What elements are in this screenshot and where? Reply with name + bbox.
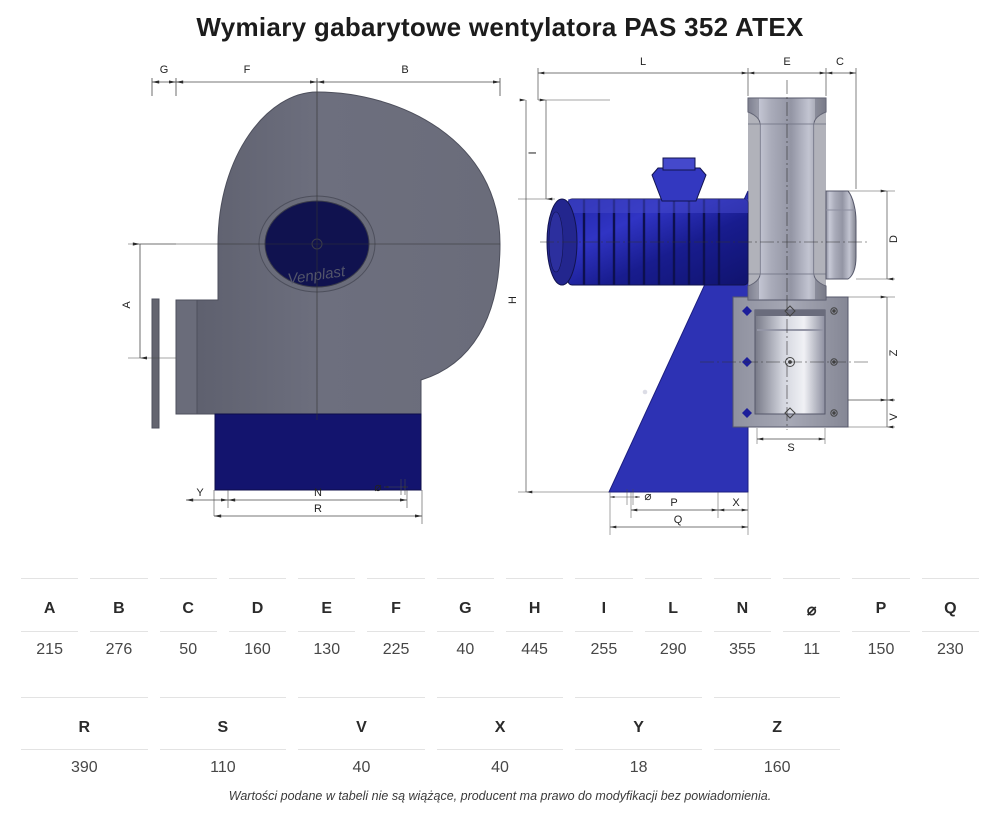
svg-text:R: R bbox=[314, 503, 322, 515]
svg-text:L: L bbox=[640, 56, 646, 68]
svg-text:E: E bbox=[783, 56, 790, 68]
svg-text:⌀: ⌀ bbox=[644, 489, 651, 503]
svg-text:Z: Z bbox=[888, 349, 900, 356]
svg-text:⌀: ⌀ bbox=[374, 480, 381, 494]
svg-text:S: S bbox=[787, 442, 794, 454]
svg-text:G: G bbox=[160, 64, 169, 76]
svg-text:N: N bbox=[314, 487, 322, 499]
svg-text:V: V bbox=[888, 413, 900, 421]
svg-text:Q: Q bbox=[674, 514, 683, 526]
svg-text:H: H bbox=[507, 296, 519, 304]
svg-text:P: P bbox=[670, 497, 677, 509]
svg-text:C: C bbox=[836, 56, 844, 68]
svg-text:X: X bbox=[732, 497, 740, 509]
svg-text:D: D bbox=[888, 235, 900, 243]
svg-text:B: B bbox=[401, 64, 408, 76]
svg-text:A: A bbox=[121, 301, 133, 309]
svg-text:I: I bbox=[527, 151, 539, 154]
svg-text:Y: Y bbox=[196, 487, 204, 499]
svg-text:F: F bbox=[244, 64, 251, 76]
